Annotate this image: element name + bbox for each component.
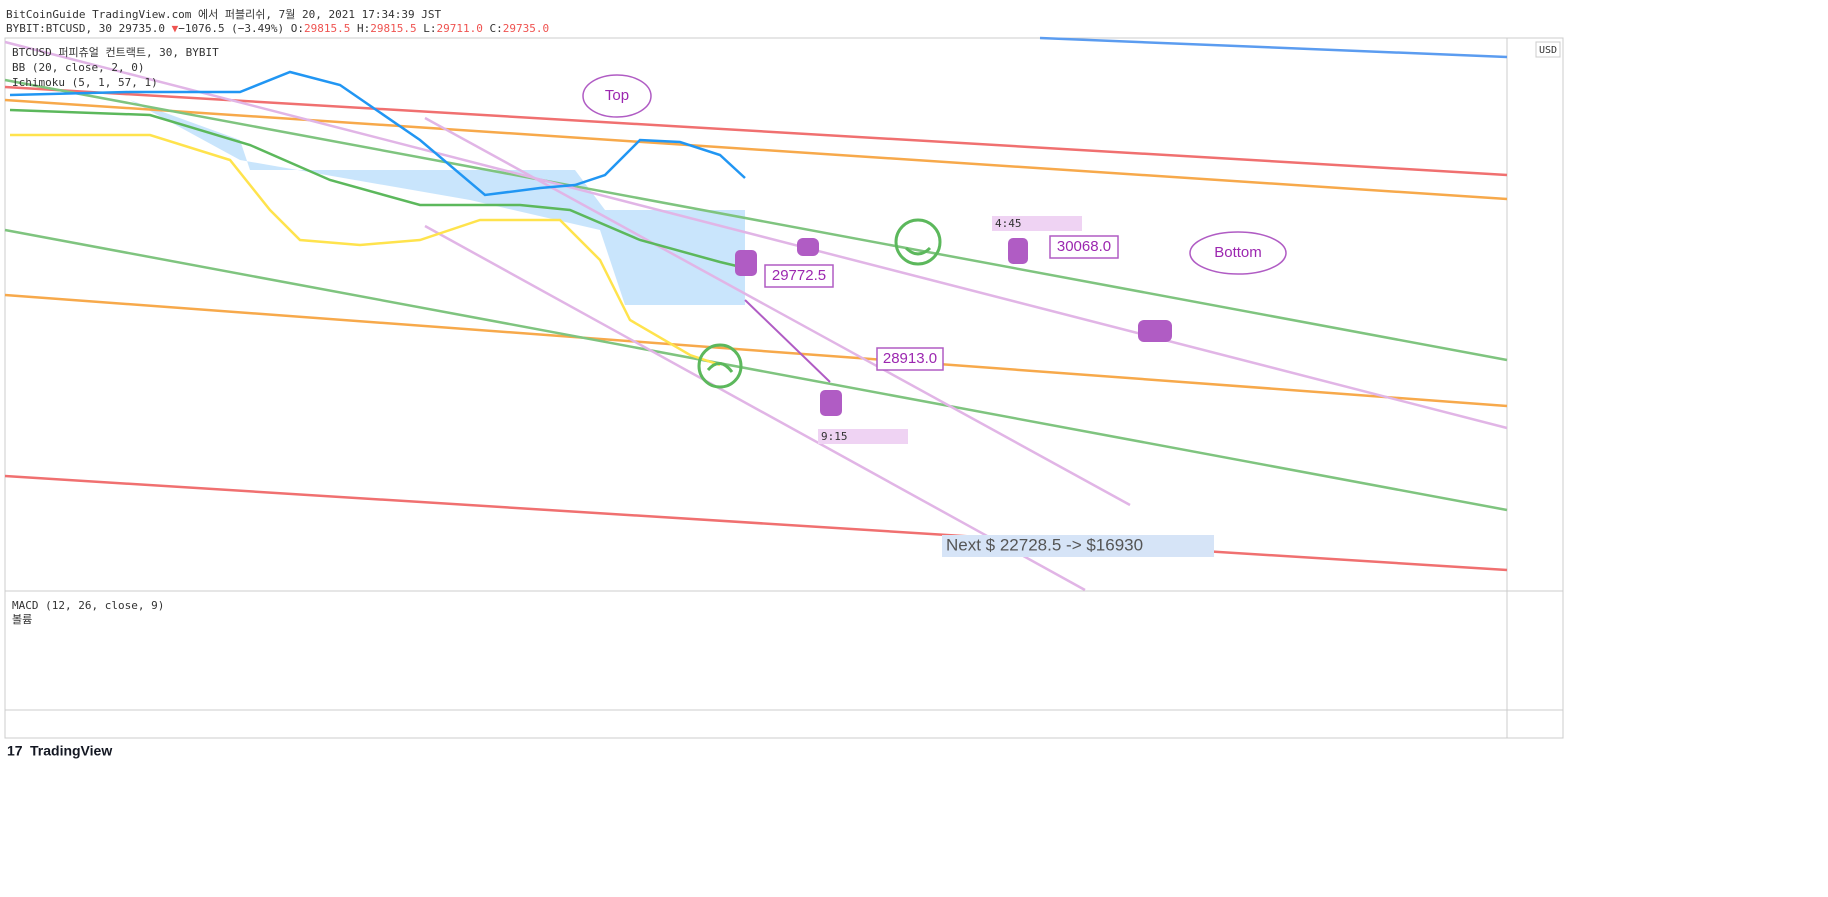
callouts (582, 74, 1287, 371)
legend-macd: MACD (12, 26, close, 9) (12, 599, 164, 612)
logo: 17 (7, 743, 23, 759)
publish-info: BitCoinGuide TradingView.com 에서 퍼블리쉬, 7월… (6, 8, 442, 21)
smiley (894, 218, 942, 266)
annotation: Bottom (1214, 244, 1262, 261)
ohlc-key: O: (290, 22, 305, 35)
ohlc-value: 29815.5 (370, 22, 417, 35)
bubble (1189, 231, 1287, 275)
symbol-line: BYBIT:BTCUSD, 30 29735.0 ▼−1076.5 (−3.49… (6, 22, 556, 35)
smileys (697, 218, 942, 389)
price-box (876, 347, 944, 371)
bb-lower (10, 133, 721, 367)
smiley (697, 343, 743, 389)
time-box (992, 216, 1082, 231)
change: −1076.5 (−3.49%) (178, 22, 285, 35)
frame (4, 37, 1564, 739)
ohlc-key: H: (357, 22, 371, 35)
legend-bb: BB (20, close, 2, 0) (12, 61, 144, 74)
trendline (4, 228, 1508, 512)
trendline (424, 116, 1131, 507)
trendline (424, 224, 1086, 592)
currency: USD (1539, 45, 1557, 56)
symbol: BYBIT:BTCUSD, 30 29735.0 (6, 22, 165, 35)
ohlc-value: 29711.0 (436, 22, 483, 35)
bubble (582, 74, 652, 118)
hand (1138, 320, 1172, 342)
note-box (942, 535, 1214, 557)
arrow (744, 299, 831, 383)
annotation: Next $ 22728.5 -> $16930 (946, 535, 1143, 554)
annotation: 29772.5 (772, 267, 826, 284)
trendlines (4, 36, 1508, 592)
footer: TradingView (30, 743, 112, 759)
icons (735, 238, 1172, 416)
ohlc-key: C: (489, 22, 503, 35)
hand (820, 390, 842, 416)
legend-ichimoku: Ichimoku (5, 1, 57, 1) (12, 76, 158, 89)
ichimoku-cloud (130, 100, 745, 305)
smile (904, 246, 932, 256)
icon (797, 238, 819, 256)
ichimoku-line (9, 108, 746, 270)
trendline (4, 98, 1508, 201)
hand (1008, 238, 1028, 264)
legend-title: BTCUSD 퍼피츄얼 컨트랙트, 30, BYBIT (12, 45, 219, 59)
trendline (4, 474, 1508, 572)
smile (706, 362, 734, 373)
trendline (4, 293, 1508, 408)
annotation: Top (605, 87, 629, 104)
trendline (4, 40, 1508, 430)
annotation: 9:15 (821, 430, 848, 443)
trendline (1039, 36, 1508, 59)
price-box (764, 264, 834, 288)
ohlc-key: L: (423, 22, 437, 35)
time-box (818, 429, 908, 444)
arrow: ▼ (171, 22, 179, 35)
chart: Top Bottom 29772.5 30068.0 28913.0 4:45 … (4, 36, 1564, 759)
trendline (4, 78, 1508, 362)
currency-box (1535, 41, 1561, 58)
hand (735, 250, 757, 276)
annotation: 4:45 (995, 217, 1022, 230)
bb-upper (9, 70, 746, 197)
legend-volume: 볼륨 (12, 613, 32, 626)
ohlc-value: 29735.0 (502, 22, 550, 35)
annotation: 28913.0 (883, 350, 937, 367)
ohlc: O:29815.5 H:29815.5 L:29711.0 C:29735.0 (291, 22, 556, 35)
price-box (1049, 235, 1119, 259)
annotation: 30068.0 (1057, 238, 1111, 255)
trendline (4, 85, 1508, 177)
ohlc-value: 29815.5 (304, 22, 351, 35)
